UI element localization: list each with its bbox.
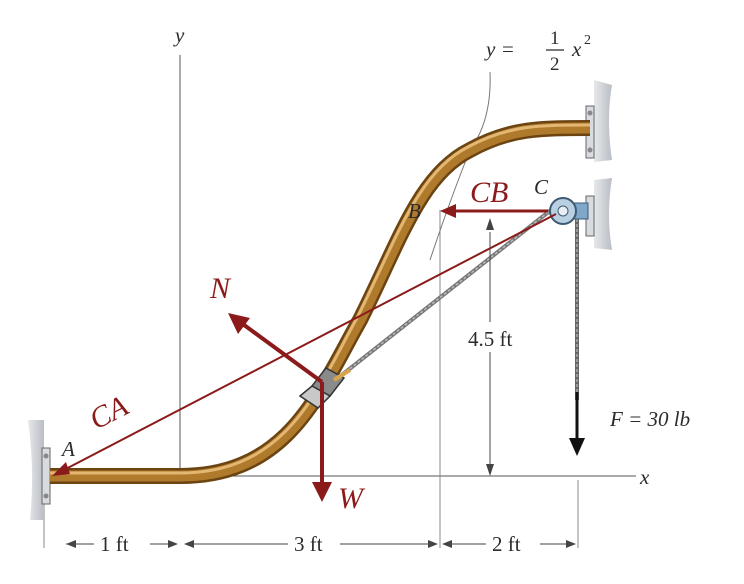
force-f-arrowhead (569, 438, 585, 456)
equation-numerator: 1 (550, 28, 560, 49)
dim-3ft-arrow-left (184, 540, 194, 548)
dim-2ft-arrow-right (566, 540, 576, 548)
right-wall-support-bottom (585, 178, 612, 250)
height-dimension-label: 4.5 ft (468, 327, 512, 351)
vector-ca (59, 213, 557, 473)
vector-ca-arrowhead (52, 462, 70, 476)
force-ca-label: CA (84, 389, 134, 436)
height-dim-arrow-down (486, 464, 494, 476)
force-cb-label: CB (470, 176, 508, 209)
dim-1ft-arrow-left (66, 540, 76, 548)
pulley-c (549, 197, 589, 225)
force-f-label: F = 30 lb (609, 407, 690, 431)
equation-variable: x (571, 37, 582, 61)
equation-exponent: 2 (584, 33, 591, 48)
dim-2ft-label: 2 ft (492, 532, 521, 556)
vector-cb-arrowhead (440, 204, 456, 218)
point-c-label: C (534, 175, 549, 199)
point-b-label: B (408, 199, 421, 223)
point-a-label: A (60, 437, 75, 461)
dim-1ft-arrow-right (168, 540, 178, 548)
vector-n (238, 320, 324, 384)
dim-1ft-label: 1 ft (100, 532, 129, 556)
y-axis-label: y (173, 23, 185, 47)
force-w-label: W (338, 482, 366, 515)
dim-2ft-arrow-left (442, 540, 452, 548)
equation-lhs: y = (484, 37, 515, 61)
curved-rod-highlight (50, 123, 591, 475)
vector-w-arrowhead (312, 482, 332, 502)
vector-n-arrowhead (228, 313, 250, 334)
curved-rod (50, 122, 591, 482)
x-axis-label: x (639, 465, 650, 489)
equation-denominator: 2 (550, 54, 560, 75)
parabola-equation: y = 1 2 x 2 (484, 28, 591, 75)
dim-3ft-arrow-right (428, 540, 438, 548)
force-n-label: N (209, 272, 232, 305)
cable-to-pulley-shade (337, 205, 557, 379)
height-dim-arrow-up (486, 218, 494, 230)
dim-3ft-label: 3 ft (294, 532, 323, 556)
left-wall-support (28, 420, 51, 520)
